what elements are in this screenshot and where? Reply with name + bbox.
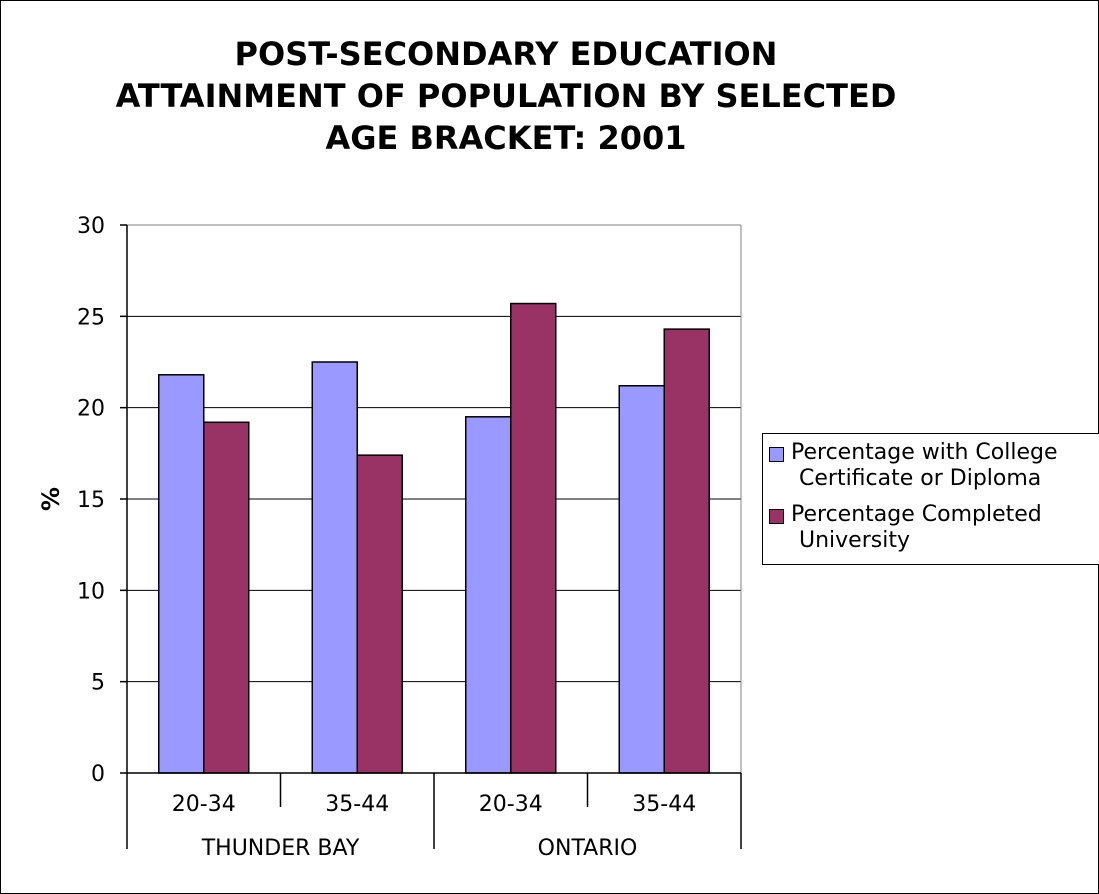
x-category-label-1: 35-44: [325, 792, 389, 817]
bar-university-0: [203, 421, 250, 774]
legend-swatch-university: [769, 509, 784, 524]
x-category-label-2: 20-34: [479, 792, 543, 817]
y-tick-label-2: 10: [77, 579, 105, 604]
legend: Percentage with College Certificate or D…: [762, 433, 1099, 565]
bar-university-2: [510, 302, 557, 774]
x-group-label-0: THUNDER BAY: [201, 836, 360, 861]
chart-title: POST-SECONDARY EDUCATION ATTAINMENT OF P…: [1, 33, 1011, 159]
bar-university-3: [663, 328, 710, 774]
legend-swatch-college: [769, 447, 784, 462]
y-tick-label-0: 0: [91, 762, 105, 787]
legend-label-university-line-1: Percentage Completed: [791, 502, 1042, 527]
legend-label-college-line-1: Percentage with College: [791, 440, 1058, 465]
bar-college-3: [618, 384, 665, 774]
y-tick-label-4: 20: [77, 397, 105, 422]
bar-college-2: [465, 416, 512, 774]
y-tick-label-6: 30: [77, 214, 105, 239]
chart-title-line-1: POST-SECONDARY EDUCATION: [234, 35, 778, 73]
legend-label-college-line-2: Certificate or Diploma: [799, 466, 1042, 491]
x-category-label-3: 35-44: [632, 792, 696, 817]
bar-college-1: [311, 361, 358, 774]
bar-college-0: [158, 374, 205, 774]
bar-university-1: [356, 454, 403, 774]
legend-label-university: Percentage Completed University: [791, 502, 1099, 554]
legend-label-university-line-2: University: [799, 528, 910, 553]
chart-title-line-2: ATTAINMENT OF POPULATION BY SELECTED: [115, 77, 897, 115]
y-tick-label-3: 15: [77, 488, 105, 513]
chart-title-line-3: AGE BRACKET: 2001: [325, 119, 687, 157]
x-category-label-0: 20-34: [172, 792, 236, 817]
legend-label-college: Percentage with College Certificate or D…: [791, 440, 1099, 492]
y-axis-title: %: [37, 487, 65, 511]
y-tick-label-1: 5: [91, 671, 105, 696]
y-tick-label-5: 25: [77, 305, 105, 330]
x-group-label-1: ONTARIO: [538, 836, 638, 861]
